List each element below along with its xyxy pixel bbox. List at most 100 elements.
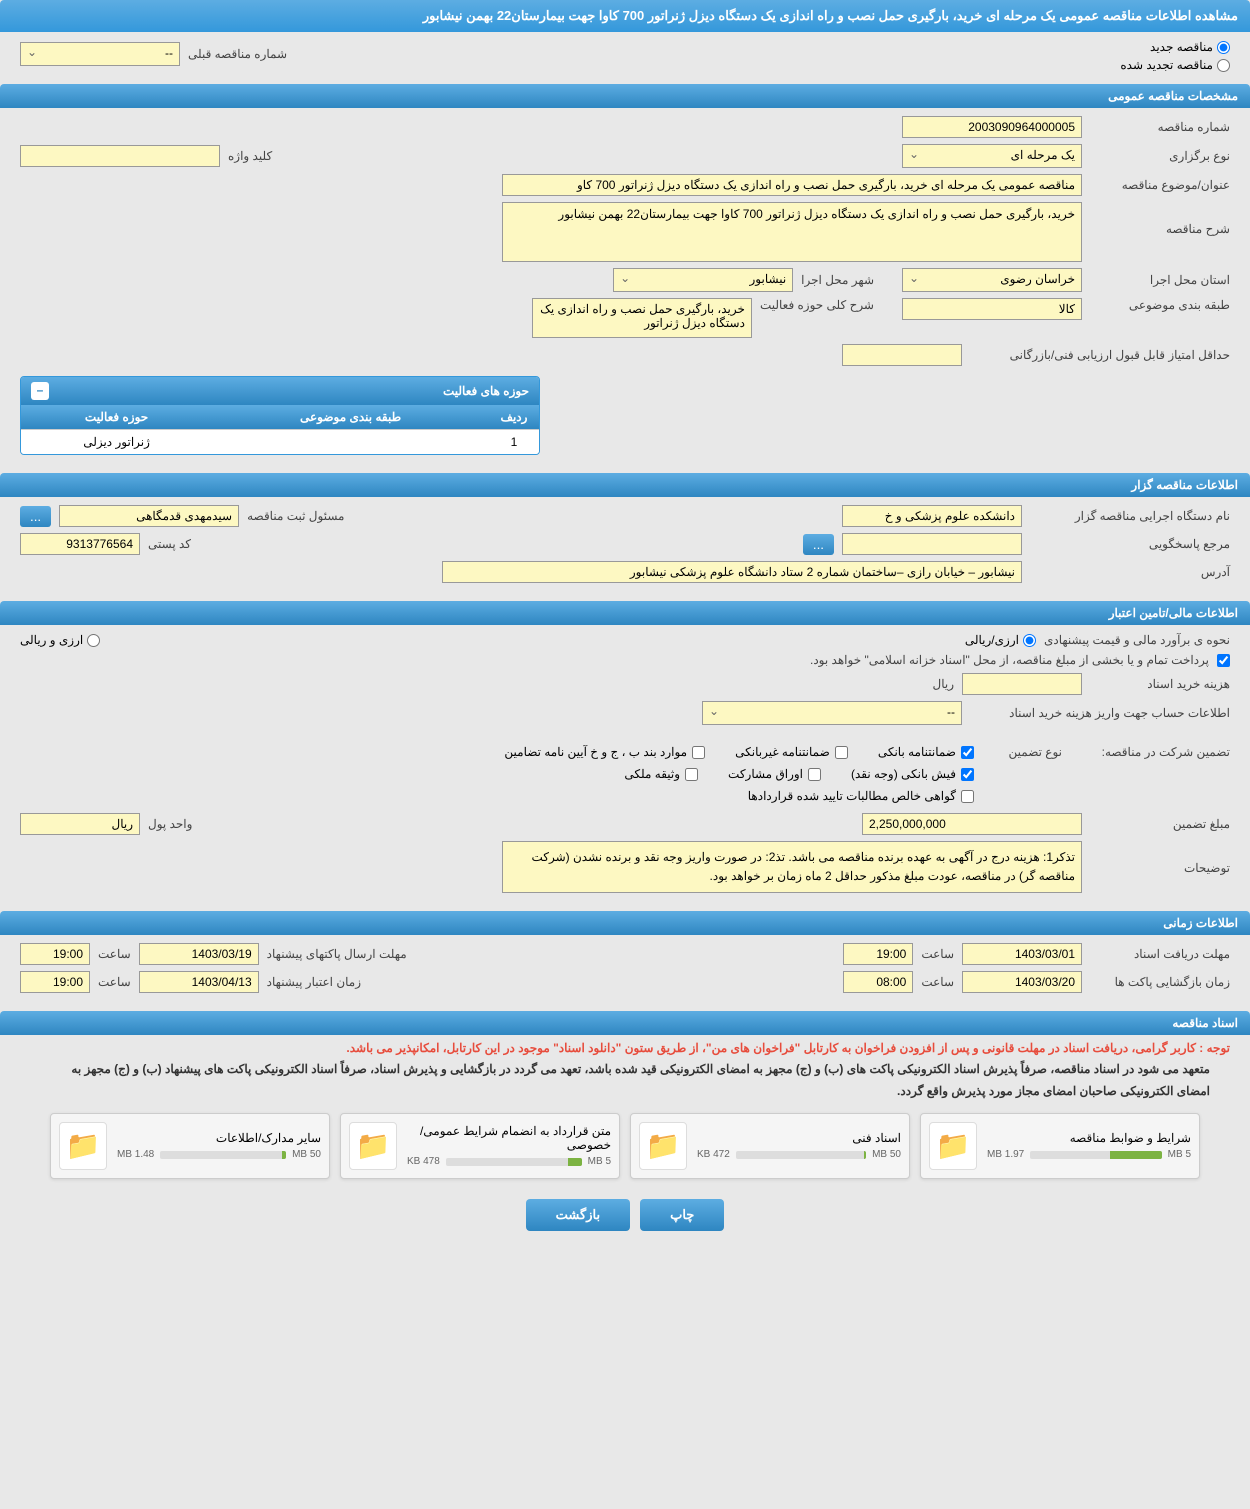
proposal-deadline-label: مهلت ارسال پاکتهای پیشنهاد: [267, 947, 407, 961]
section-timing: اطلاعات زمانی: [0, 911, 1250, 935]
document-card[interactable]: سایر مدارک/اطلاعات 50 MB 1.48 MB 📁: [50, 1113, 330, 1179]
validity-label: زمان اعتبار پیشنهاد: [267, 975, 361, 989]
section-financial: اطلاعات مالی/تامین اعتبار: [0, 601, 1250, 625]
proposal-deadline-time: 19:00: [20, 943, 90, 965]
doc-total: 5 MB: [1168, 1149, 1191, 1160]
document-card[interactable]: شرایط و ضوابط مناقصه 5 MB 1.97 MB 📁: [920, 1113, 1200, 1179]
postal-code-label: کد پستی: [148, 537, 191, 551]
doc-title: متن قرارداد به انضمام شرایط عمومی/خصوصی: [407, 1124, 611, 1152]
section-organizer: اطلاعات مناقصه گزار: [0, 473, 1250, 497]
city-select[interactable]: نیشابور: [613, 268, 793, 292]
currency-foreign-radio[interactable]: ارزی و ریالی: [20, 633, 100, 647]
province-label: استان محل اجرا: [1090, 273, 1230, 287]
keyword-field[interactable]: [20, 145, 220, 167]
activity-box: حوزه های فعالیت – ردیف طبقه بندی موضوعی …: [20, 376, 540, 455]
opening-time: 08:00: [843, 971, 913, 993]
document-card[interactable]: اسناد فنی 50 MB 472 KB 📁: [630, 1113, 910, 1179]
guarantee-property-checkbox[interactable]: وثیقه ملکی: [624, 767, 698, 781]
doc-receive-time: 19:00: [843, 943, 913, 965]
activity-table: ردیف طبقه بندی موضوعی حوزه فعالیت 1ژنرات…: [21, 405, 539, 454]
account-info-label: اطلاعات حساب جهت واریز هزینه خرید اسناد: [970, 706, 1230, 720]
response-ref-label: مرجع پاسخگویی: [1030, 537, 1230, 551]
subject-field: مناقصه عمومی یک مرحله ای خرید، بارگیری ح…: [502, 174, 1082, 196]
folder-icon: 📁: [639, 1122, 687, 1170]
doc-title: سایر مدارک/اطلاعات: [117, 1131, 321, 1145]
notes-field: تذکر1: هزینه درج در آگهی به عهده برنده م…: [502, 841, 1082, 893]
doc-used: 472 KB: [697, 1149, 730, 1160]
folder-icon: 📁: [929, 1122, 977, 1170]
time-label-4: ساعت: [98, 975, 131, 989]
print-button[interactable]: چاپ: [640, 1199, 724, 1231]
payment-note-checkbox[interactable]: [1217, 654, 1230, 667]
document-card[interactable]: متن قرارداد به انضمام شرایط عمومی/خصوصی …: [340, 1113, 620, 1179]
proposal-deadline-date: 1403/03/19: [139, 943, 259, 965]
prev-number-label: شماره مناقصه قبلی: [188, 47, 287, 61]
reg-officer-label: مسئول ثبت مناقصه: [247, 509, 344, 523]
description-label: شرح مناقصه: [1090, 202, 1230, 236]
section-documents: اسناد مناقصه: [0, 1011, 1250, 1035]
notes-label: توضیحات: [1090, 841, 1230, 875]
col-activity: حوزه فعالیت: [21, 405, 212, 430]
prev-number-select[interactable]: --: [20, 42, 180, 66]
payment-note: پرداخت تمام و یا بخشی از مبلغ مناقصه، از…: [810, 653, 1209, 667]
guarantee-regulation-checkbox[interactable]: موارد بند ب ، ج و خ آیین نامه تضامین: [504, 745, 705, 759]
holding-type-label: نوع برگزاری: [1090, 149, 1230, 163]
category-field: کالا: [902, 298, 1082, 320]
min-score-field[interactable]: [842, 344, 962, 366]
min-score-label: حداقل امتیاز قابل قبول ارزیابی فنی/بازرگ…: [970, 348, 1230, 362]
time-label-3: ساعت: [921, 975, 954, 989]
response-ref-field[interactable]: [842, 533, 1022, 555]
estimate-label: نحوه ی برآورد مالی و قیمت پیشنهادی: [1044, 633, 1230, 647]
guarantee-nonbank-checkbox[interactable]: ضمانتنامه غیربانکی: [735, 745, 848, 759]
tender-renewed-label: مناقصه تجدید شده: [1120, 58, 1213, 72]
org-label: نام دستگاه اجرایی مناقصه گزار: [1030, 509, 1230, 523]
time-label-2: ساعت: [98, 947, 131, 961]
org-field: دانشکده علوم پزشکی و خ: [842, 505, 1022, 527]
doc-cost-unit: ریال: [932, 677, 954, 691]
doc-title: شرایط و ضوابط مناقصه: [987, 1131, 1191, 1145]
category-label: طبقه بندی موضوعی: [1090, 298, 1230, 312]
address-label: آدرس: [1030, 565, 1230, 579]
page-title: مشاهده اطلاعات مناقصه عمومی یک مرحله ای …: [0, 0, 1250, 32]
tender-number-field: 2003090964000005: [902, 116, 1082, 138]
activity-desc-label: شرح کلی حوزه فعالیت: [760, 298, 874, 312]
back-button[interactable]: بازگشت: [526, 1199, 630, 1231]
subject-label: عنوان/موضوع مناقصه: [1090, 178, 1230, 192]
doc-cost-field[interactable]: [962, 673, 1082, 695]
opening-label: زمان بازگشایی پاکت ها: [1090, 975, 1230, 989]
holding-type-select[interactable]: یک مرحله ای: [902, 144, 1082, 168]
doc-total: 50 MB: [292, 1149, 321, 1160]
doc-receive-label: مهلت دریافت اسناد: [1090, 947, 1230, 961]
validity-date: 1403/04/13: [139, 971, 259, 993]
doc-used: 1.97 MB: [987, 1149, 1024, 1160]
guarantee-label: تضمین شرکت در مناقصه:: [1070, 745, 1230, 759]
doc-receive-date: 1403/03/01: [962, 943, 1082, 965]
col-row: ردیف: [489, 405, 539, 430]
guarantee-amount-field: 2,250,000,000: [862, 813, 1082, 835]
account-info-select[interactable]: --: [702, 701, 962, 725]
doc-title: اسناد فنی: [697, 1131, 901, 1145]
guarantee-receipt-checkbox[interactable]: فیش بانکی (وجه نقد): [851, 767, 974, 781]
guarantee-bank-checkbox[interactable]: ضمانتنامه بانکی: [878, 745, 974, 759]
guarantee-type-label: نوع تضمین: [982, 745, 1062, 759]
collapse-icon[interactable]: –: [31, 382, 49, 400]
currency-rial-radio[interactable]: ارزی/ریالی: [965, 633, 1036, 647]
description-field: خرید، بارگیری حمل نصب و راه اندازی یک دس…: [502, 202, 1082, 262]
documents-commitment: متعهد می شود در اسناد مناقصه، صرفاً پذیر…: [20, 1055, 1230, 1106]
currency-unit-field: ریال: [20, 813, 140, 835]
keyword-label: کلید واژه: [228, 149, 272, 163]
table-row: 1ژنراتور دیزلی: [21, 430, 539, 455]
officer-lookup-button[interactable]: ...: [20, 506, 51, 527]
response-lookup-button[interactable]: ...: [803, 534, 834, 555]
doc-total: 5 MB: [588, 1156, 611, 1167]
guarantee-receivables-checkbox[interactable]: گواهی خالص مطالبات تایید شده قراردادها: [748, 789, 974, 803]
province-select[interactable]: خراسان رضوی: [902, 268, 1082, 292]
doc-used: 1.48 MB: [117, 1149, 154, 1160]
activity-desc-field: خرید، بارگیری حمل نصب و راه اندازی یک دس…: [532, 298, 752, 338]
tender-number-label: شماره مناقصه: [1090, 120, 1230, 134]
reg-officer-field: سیدمهدی قدمگاهی: [59, 505, 239, 527]
opening-date: 1403/03/20: [962, 971, 1082, 993]
col-category: طبقه بندی موضوعی: [212, 405, 489, 430]
time-label-1: ساعت: [921, 947, 954, 961]
guarantee-bonds-checkbox[interactable]: اوراق مشارکت: [728, 767, 821, 781]
